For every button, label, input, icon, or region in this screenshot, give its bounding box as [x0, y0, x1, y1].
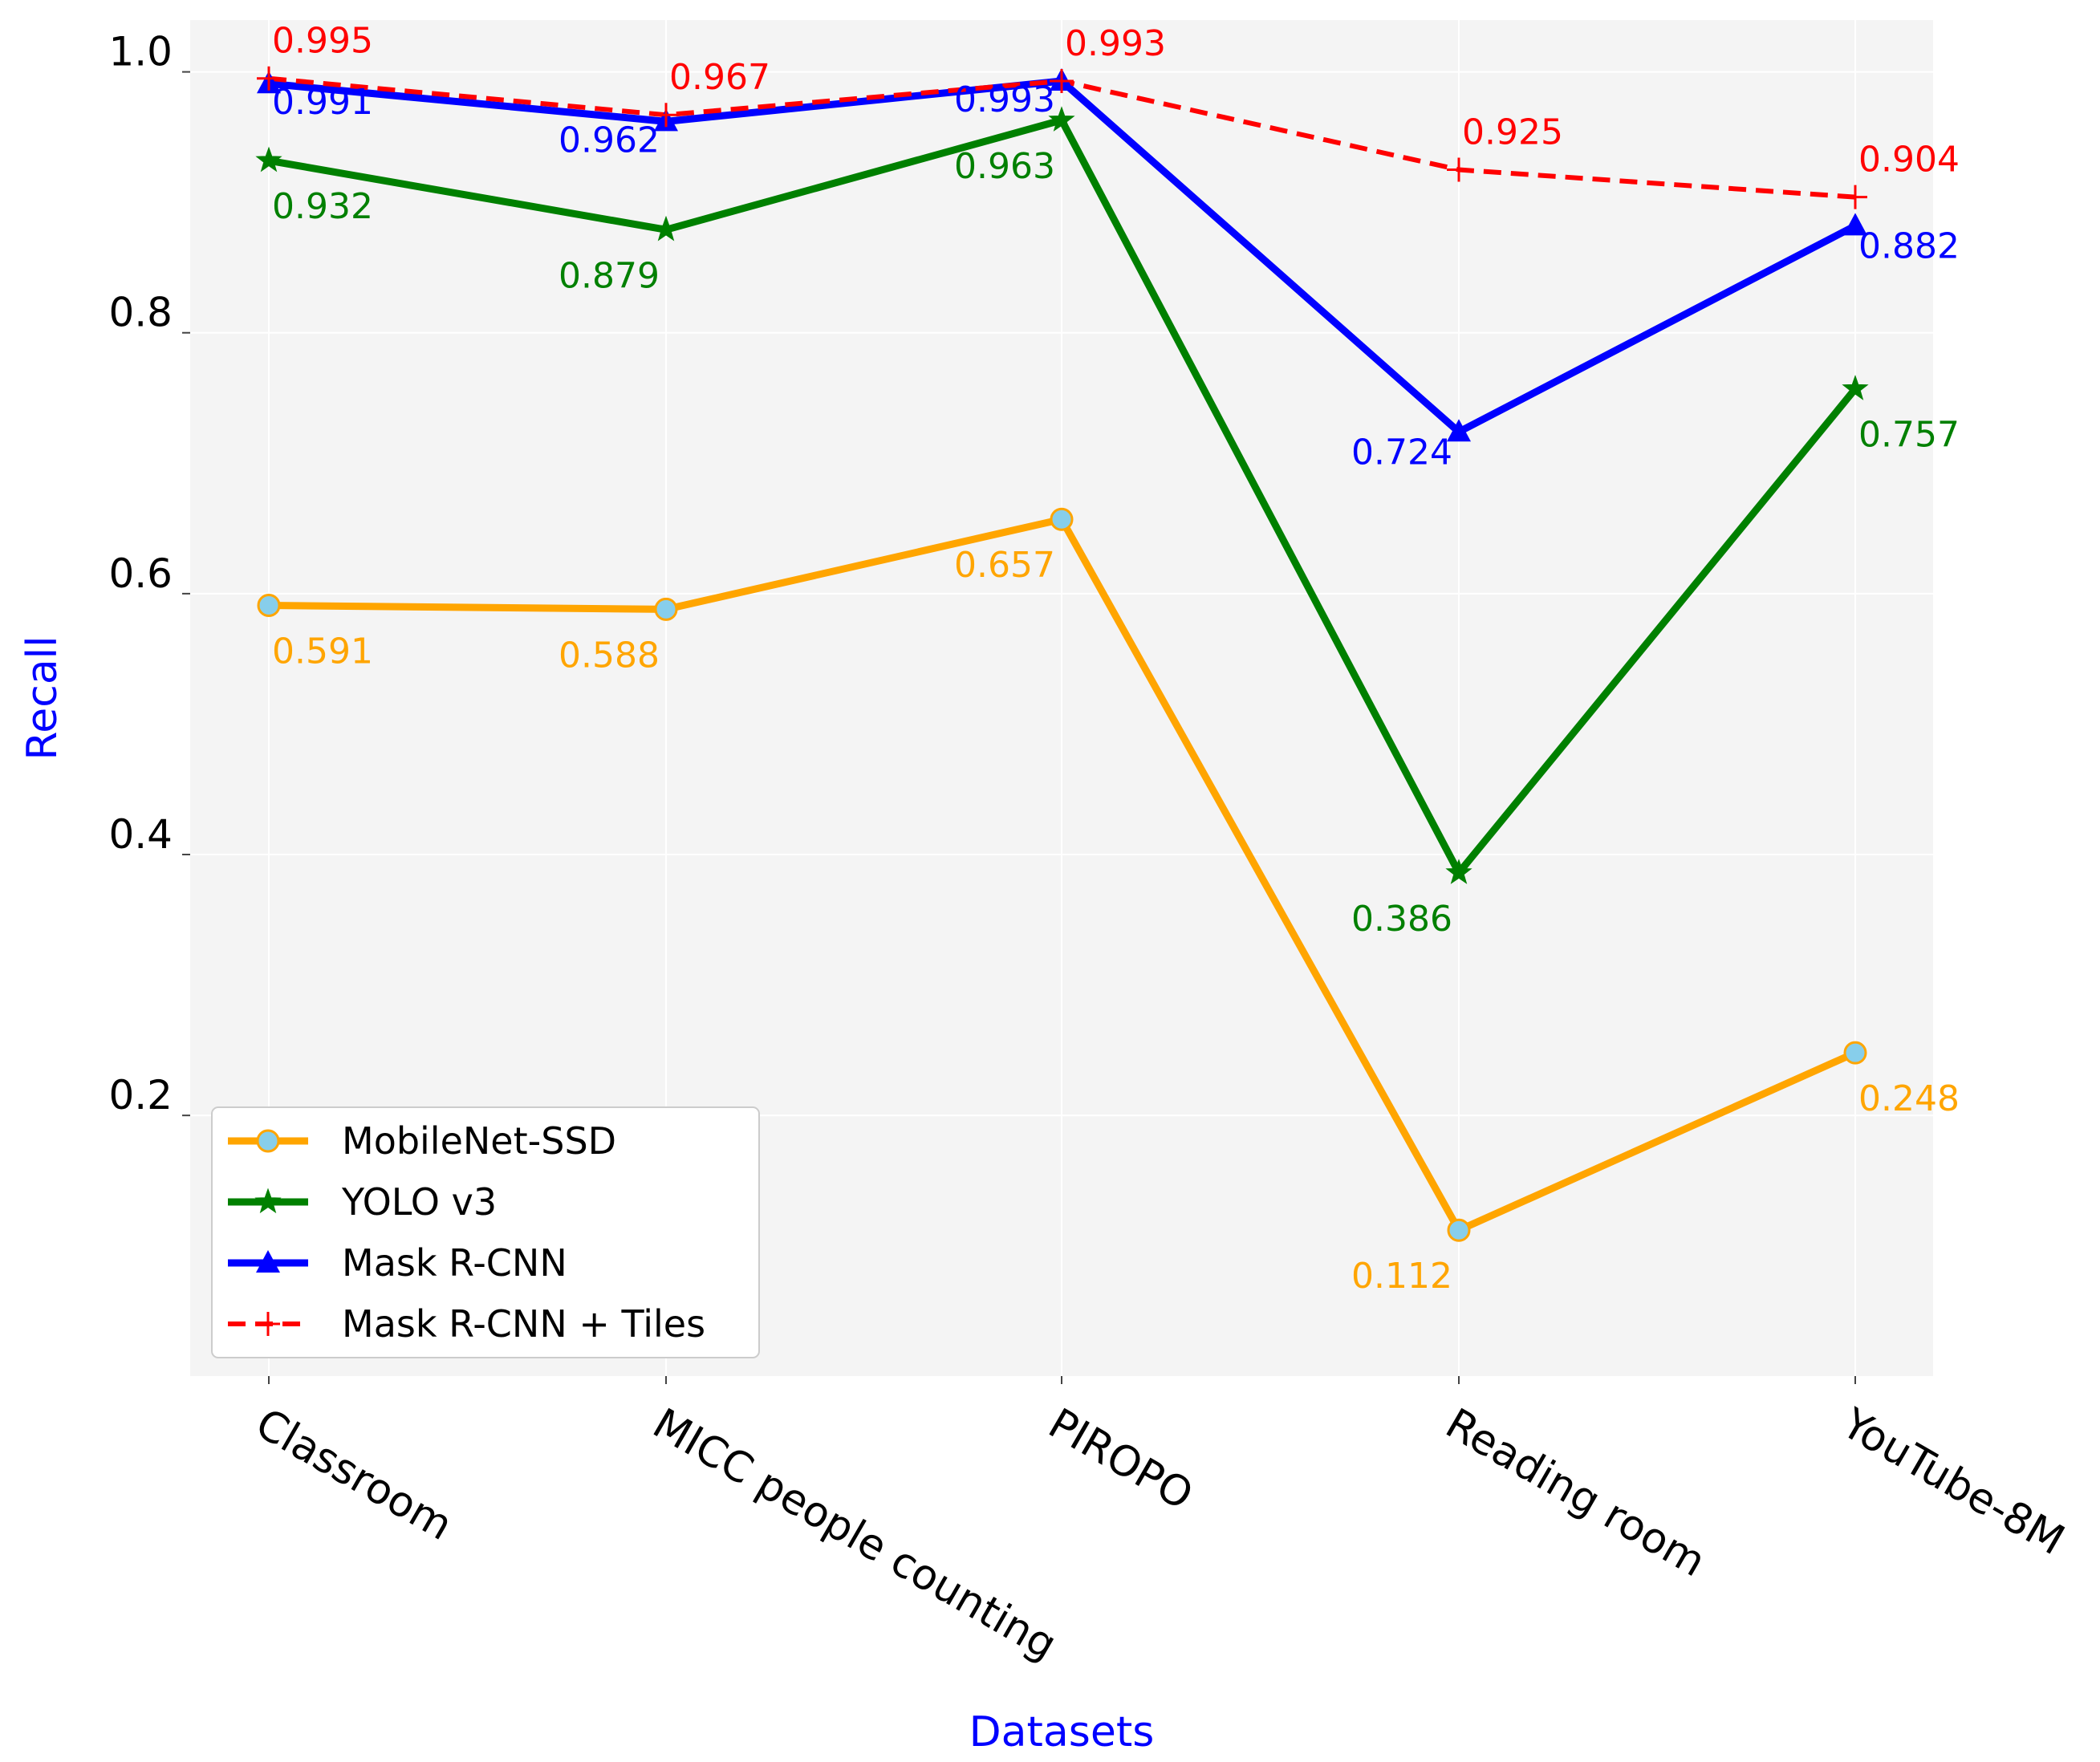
- data-label-yolo-v3-micc-people-counting: 0.879: [559, 255, 660, 296]
- data-label-mask-r-cnn-reading-room: 0.724: [1351, 432, 1452, 473]
- x-tick-label-youtube-8m: YouTube-8M: [1834, 1399, 2073, 1565]
- data-label-yolo-v3-reading-room: 0.386: [1351, 899, 1452, 940]
- data-label-mask-r-cnn-piropo: 0.993: [954, 79, 1055, 120]
- y-tick-label: 0.2: [108, 1072, 173, 1119]
- series-markers: [255, 66, 1869, 1242]
- y-tick-label: 0.4: [108, 811, 173, 858]
- data-label-mobilenet-ssd-micc-people-counting: 0.588: [559, 635, 660, 676]
- point-mobilenet-ssd-classroom: [257, 594, 281, 618]
- point-yolo-v3-micc-people-counting: [652, 215, 680, 242]
- legend-label-mobilenet-ssd: MobileNet-SSD: [342, 1119, 616, 1163]
- x-tick-label-reading-room: Reading room: [1438, 1399, 1714, 1586]
- x-axis-title: Datasets: [969, 1708, 1155, 1756]
- data-label-yolo-v3-piropo: 0.963: [954, 146, 1055, 187]
- data-label-mask-r-cnn-tiles-micc-people-counting: 0.967: [669, 57, 770, 98]
- data-label-mobilenet-ssd-piropo: 0.657: [954, 545, 1055, 586]
- legend-frame: [211, 1106, 760, 1358]
- data-label-mobilenet-ssd-reading-room: 0.112: [1351, 1256, 1452, 1297]
- data-label-mask-r-cnn-micc-people-counting: 0.962: [559, 120, 660, 160]
- point-mask-r-cnn-youtube-8m: [1843, 213, 1867, 236]
- legend: MobileNet-SSD YOLO v3 Mask R-CNN Mask R-CNN…: [211, 1106, 760, 1358]
- point-mask-r-cnn-tiles-reading-room: [1447, 157, 1471, 182]
- x-tick-label-classroom: Classroom: [248, 1399, 461, 1550]
- point-mobilenet-ssd-piropo: [1050, 507, 1074, 531]
- y-axis-title: Recall: [18, 635, 67, 760]
- data-label-mask-r-cnn-tiles-reading-room: 0.925: [1462, 112, 1563, 153]
- data-label-mobilenet-ssd-youtube-8m: 0.248: [1858, 1078, 1960, 1119]
- legend-marker-mask-r-cnn: [256, 1250, 280, 1273]
- legend-label-mask-r-cnn: Mask R-CNN: [342, 1241, 567, 1285]
- y-tick-label: 1.0: [108, 29, 173, 75]
- legend-marker-yolo-v3: [254, 1188, 282, 1214]
- legend-marker-mobilenet-ssd: [256, 1129, 280, 1153]
- data-label-mask-r-cnn-tiles-youtube-8m: 0.904: [1858, 140, 1960, 181]
- point-yolo-v3-reading-room: [1445, 859, 1472, 884]
- data-labels: 0.591 0.588 0.657 0.112 0.248 0.932 0.879 0.963…: [272, 21, 1960, 1297]
- point-mask-r-cnn-tiles-youtube-8m: [1843, 185, 1867, 209]
- point-mobilenet-ssd-reading-room: [1447, 1218, 1471, 1242]
- data-label-mask-r-cnn-tiles-classroom: 0.995: [272, 21, 373, 62]
- point-mobilenet-ssd-youtube-8m: [1843, 1041, 1867, 1065]
- data-label-yolo-v3-youtube-8m: 0.757: [1858, 415, 1960, 456]
- x-tick-label-piropo: PIROPO: [1041, 1399, 1201, 1520]
- data-label-mask-r-cnn-youtube-8m: 0.882: [1858, 225, 1960, 266]
- data-label-mobilenet-ssd-classroom: 0.591: [272, 631, 373, 672]
- y-tick-label: 0.6: [108, 550, 173, 597]
- data-label-mask-r-cnn-tiles-piropo: 0.993: [1065, 23, 1166, 64]
- point-yolo-v3-classroom: [255, 146, 282, 173]
- data-label-yolo-v3-classroom: 0.932: [272, 186, 373, 227]
- y-tick-label: 0.8: [108, 290, 173, 336]
- point-mask-r-cnn-tiles-micc-people-counting: [654, 103, 678, 128]
- point-mask-r-cnn-reading-room: [1447, 419, 1471, 442]
- point-mask-r-cnn-tiles-classroom: [257, 66, 281, 91]
- point-mobilenet-ssd-micc-people-counting: [654, 597, 678, 621]
- point-yolo-v3-piropo: [1048, 106, 1075, 132]
- legend-marker-mask-r-cnn-tiles: [256, 1312, 280, 1336]
- legend-label-yolo-v3: YOLO v3: [341, 1180, 497, 1224]
- data-label-mask-r-cnn-classroom: 0.991: [272, 82, 373, 123]
- legend-label-mask-r-cnn-tiles: Mask R-CNN + Tiles: [342, 1302, 705, 1346]
- point-mask-r-cnn-tiles-piropo: [1050, 68, 1074, 93]
- x-tick-label-micc-people-counting: MICC people counting: [645, 1399, 1065, 1670]
- point-yolo-v3-youtube-8m: [1842, 375, 1869, 400]
